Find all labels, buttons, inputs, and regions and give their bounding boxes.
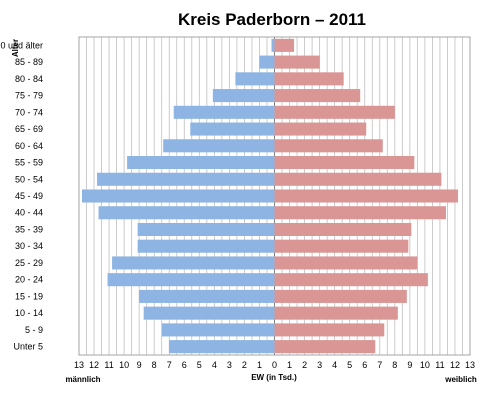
- male-bar: [163, 139, 275, 153]
- category-label: 55 - 59: [15, 158, 43, 168]
- male-bar: [271, 38, 275, 52]
- x-tick-label: 8: [392, 360, 397, 370]
- female-label: weiblich: [444, 375, 477, 384]
- female-bar: [274, 289, 407, 303]
- x-tick-label: 11: [435, 360, 444, 370]
- female-bar: [274, 89, 361, 103]
- female-bar: [274, 38, 295, 52]
- category-label: 85 - 89: [15, 57, 43, 67]
- female-bar: [274, 206, 446, 220]
- male-bar: [259, 55, 275, 69]
- male-bar: [107, 273, 275, 287]
- female-bar: [274, 239, 409, 253]
- female-bar: [274, 306, 398, 320]
- category-label: 25 - 29: [15, 258, 43, 268]
- category-label: 15 - 19: [15, 291, 43, 301]
- female-bar: [274, 55, 320, 69]
- x-tick-label: 3: [227, 360, 232, 370]
- x-tick-label: 8: [152, 360, 157, 370]
- x-tick-label: 5: [347, 360, 352, 370]
- x-tick-labels: 13 12 11 10 9 8 7 6 5 4 3 2 1 0 1 2 3 4 5 6 7 8 9 10 11 12 13: [74, 360, 475, 370]
- category-label: 10 - 14: [15, 308, 43, 318]
- male-bar: [139, 289, 275, 303]
- category-label: 70 - 74: [15, 107, 43, 117]
- male-bar: [143, 306, 275, 320]
- x-tick-label: 3: [317, 360, 322, 370]
- x-axis-title: EW (in Tsd.): [251, 373, 297, 382]
- female-bar: [274, 139, 383, 153]
- male-bar: [161, 323, 275, 337]
- plot-area-border: [78, 36, 471, 356]
- male-bar: [127, 155, 275, 170]
- female-bar: [274, 340, 376, 354]
- male-bar: [190, 122, 275, 136]
- category-label: 35 - 39: [15, 224, 43, 234]
- category-label: 20 - 24: [15, 275, 43, 285]
- x-tick-label: 13: [74, 360, 84, 370]
- x-tick-label: 10: [119, 360, 129, 370]
- category-label: 50 - 54: [15, 174, 43, 184]
- x-tick-label: 7: [167, 360, 172, 370]
- x-tick-label: 9: [407, 360, 412, 370]
- x-tick-label: 11: [104, 360, 113, 370]
- x-tick-label: 12: [450, 360, 460, 370]
- category-label: 30 - 34: [15, 241, 43, 251]
- male-bar: [98, 206, 275, 220]
- female-bar: [274, 273, 428, 287]
- x-tick-label: 1: [257, 360, 262, 370]
- female-bar: [274, 323, 385, 337]
- x-tick-label: 0: [272, 360, 277, 370]
- chart-title: Kreis Paderborn – 2011: [178, 10, 366, 29]
- male-bar: [212, 89, 275, 103]
- male-bar: [173, 105, 275, 119]
- x-tick-label: 10: [420, 360, 430, 370]
- category-label: 65 - 69: [15, 124, 43, 134]
- x-tick-label: 5: [197, 360, 202, 370]
- x-tick-label: 1: [287, 360, 292, 370]
- category-label: 60 - 64: [15, 141, 43, 151]
- x-tick-label: 13: [465, 360, 475, 370]
- female-bar: [274, 172, 442, 186]
- female-bar: [274, 256, 418, 270]
- category-labels: 90 und älter 85 - 89 80 - 84 75 - 79 70 - 74…: [0, 40, 43, 351]
- male-bar: [137, 239, 275, 253]
- category-label: 80 - 84: [15, 74, 43, 84]
- x-tick-label: 2: [302, 360, 307, 370]
- x-tick-label: 12: [89, 360, 99, 370]
- male-bar: [97, 172, 275, 186]
- male-bar: [137, 222, 275, 237]
- category-label: 45 - 49: [15, 191, 43, 201]
- female-bar: [274, 72, 344, 86]
- y-axis-title: Alter: [11, 39, 20, 57]
- x-tick-label: 9: [137, 360, 142, 370]
- category-label: Unter 5: [13, 342, 43, 352]
- category-label: 90 und älter: [0, 40, 43, 50]
- category-label: 40 - 44: [15, 208, 43, 218]
- x-tick-label: 4: [332, 360, 337, 370]
- x-tick-label: 6: [182, 360, 187, 370]
- category-label: 75 - 79: [15, 91, 43, 101]
- female-bar: [274, 155, 415, 170]
- male-bar: [235, 72, 275, 86]
- x-tick-label: 7: [377, 360, 382, 370]
- x-tick-label: 2: [242, 360, 247, 370]
- x-tick-label: 4: [212, 360, 217, 370]
- male-label: männlich: [65, 375, 100, 384]
- female-bar: [274, 122, 367, 136]
- female-bar: [274, 105, 395, 119]
- bars: [82, 38, 458, 354]
- category-label: 5 - 9: [25, 325, 43, 335]
- female-bar: [274, 189, 458, 203]
- male-bar: [169, 340, 275, 354]
- x-tick-label: 6: [362, 360, 367, 370]
- male-bar: [112, 256, 275, 270]
- female-bar: [274, 222, 412, 237]
- male-bar: [82, 189, 275, 203]
